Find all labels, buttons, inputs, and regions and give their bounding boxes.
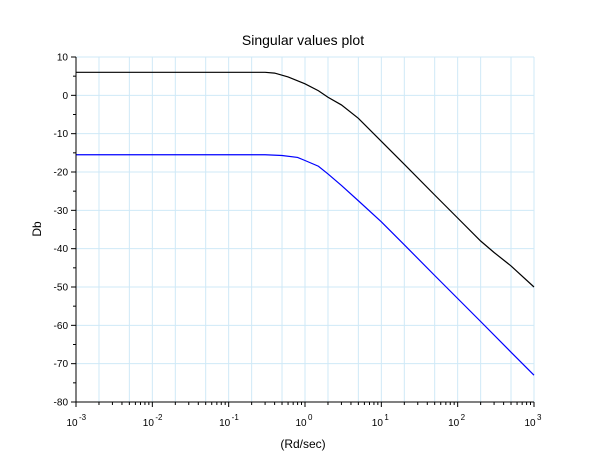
y-axis-label: Db [30,221,44,237]
axes: 100-10-20-30-40-50-60-70-8010-310-210-11… [54,53,542,430]
series-line-1 [76,71,535,288]
grid [75,56,535,403]
x-tick-label: 10 [219,418,231,429]
x-tick-label: 10 [66,418,78,429]
y-tick-label: -10 [54,129,69,140]
x-axis-label: (Rd/sec) [280,437,325,451]
x-tick-exponent: 1 [384,413,389,422]
y-tick-label: -70 [54,359,69,370]
y-tick-label: -20 [54,168,69,179]
x-tick-exponent: 2 [461,413,466,422]
x-tick-exponent: -2 [155,413,163,422]
x-tick-label: 10 [448,418,460,429]
y-tick-label: -30 [54,206,69,217]
y-tick-label: -50 [54,283,69,294]
x-tick-exponent: 3 [537,413,542,422]
x-tick-exponent: -1 [232,413,240,422]
series-group [76,71,535,376]
x-tick-exponent: -3 [79,413,87,422]
x-tick-label: 10 [295,418,307,429]
x-tick-label: 10 [143,418,155,429]
y-tick-label: -80 [54,398,69,409]
y-tick-label: -60 [54,321,69,332]
x-tick-label: 10 [372,418,384,429]
x-tick-exponent: 0 [308,413,313,422]
series-line-2 [76,154,535,376]
x-tick-label: 10 [524,418,536,429]
chart-title: Singular values plot [242,32,364,48]
y-tick-label: 10 [57,53,69,64]
y-tick-label: -40 [54,244,69,255]
y-tick-label: 0 [62,91,68,102]
